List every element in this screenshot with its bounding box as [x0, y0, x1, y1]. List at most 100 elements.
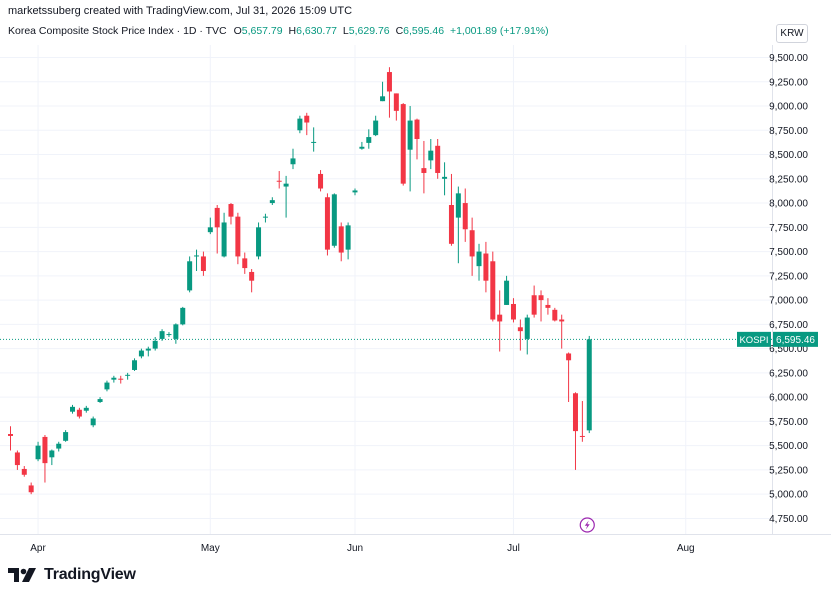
candle — [104, 380, 110, 392]
candle — [214, 205, 220, 254]
candle-body — [318, 173, 324, 189]
candle-body — [400, 104, 406, 184]
lightning-icon — [584, 520, 590, 530]
price-tick-label: 6,500.00 — [769, 344, 808, 355]
price-tick-label: 5,500.00 — [769, 441, 808, 452]
candle-body — [373, 120, 379, 136]
candle-body — [159, 331, 165, 339]
candle — [221, 212, 227, 258]
candle-body — [517, 327, 523, 332]
candle-body — [35, 445, 41, 460]
candle — [352, 188, 358, 196]
candle — [118, 375, 124, 384]
candle — [90, 416, 96, 428]
price-tag-value: 6,595.46 — [776, 335, 815, 346]
candle-body — [42, 436, 48, 464]
candle — [324, 193, 330, 256]
candle-body — [180, 307, 186, 325]
candle — [386, 67, 392, 118]
candlestick-chart[interactable]: 9,500.00 9,250.00 9,000.00 8,750.00 8,500.00… — [0, 45, 831, 565]
candle-body — [311, 141, 317, 143]
candle — [152, 336, 158, 351]
candle-body — [566, 353, 572, 361]
candle-body — [497, 314, 503, 322]
candle — [504, 275, 510, 305]
time-tick-label: Apr — [30, 543, 46, 554]
time-tick-label: May — [201, 543, 220, 554]
candle — [442, 162, 448, 196]
candle — [297, 115, 303, 134]
open-label: O — [233, 25, 242, 37]
candle-body — [145, 348, 151, 351]
candle-body — [559, 319, 565, 322]
candle — [531, 285, 537, 318]
candle-body — [435, 145, 441, 173]
open-value: 5,657.79 — [241, 25, 283, 37]
candle — [559, 314, 565, 349]
candle — [448, 173, 454, 246]
candle-body — [393, 93, 399, 111]
candle — [70, 404, 76, 414]
candle — [111, 375, 117, 383]
candle-body — [304, 115, 310, 123]
candle — [235, 212, 241, 265]
candle-body — [200, 256, 206, 271]
price-tick-label: 5,250.00 — [769, 465, 808, 476]
candle — [572, 392, 578, 470]
time-tick-label: Jun — [347, 543, 363, 554]
candle-body — [269, 200, 275, 204]
candles-layer — [8, 67, 592, 495]
close-value: 6,595.46 — [403, 25, 445, 37]
time-axis[interactable]: Apr May Jun Jul Aug — [30, 543, 694, 554]
close-label: C — [395, 25, 404, 37]
candle-body — [76, 409, 82, 417]
candle-body — [235, 216, 241, 257]
tradingview-brand[interactable]: TradingView — [8, 566, 136, 584]
tradingview-logo-icon — [8, 568, 36, 582]
candle-body — [283, 183, 289, 187]
candle — [49, 449, 55, 466]
candle-body — [242, 258, 248, 269]
candle — [173, 323, 179, 344]
candle — [166, 332, 172, 337]
candle — [35, 441, 41, 462]
time-tick-label: Aug — [677, 543, 695, 554]
price-tag: KOSPI 6,595.46 — [0, 331, 818, 347]
candle — [138, 348, 144, 359]
candle — [400, 103, 406, 186]
candle — [249, 269, 255, 293]
candle — [510, 298, 516, 323]
event-marker[interactable] — [579, 517, 595, 533]
candle-body — [104, 382, 110, 390]
candle-body — [166, 334, 172, 336]
candle — [63, 430, 69, 442]
candle-body — [442, 176, 448, 179]
candle — [455, 186, 461, 264]
price-axis[interactable]: 9,500.00 9,250.00 9,000.00 8,750.00 8,500.00… — [769, 53, 808, 525]
candle-body — [504, 280, 510, 305]
candle-body — [90, 418, 96, 426]
price-tick-label: 5,750.00 — [769, 417, 808, 428]
candle-body — [366, 137, 372, 143]
low-value: 5,629.76 — [348, 25, 390, 37]
price-tick-label: 8,000.00 — [769, 199, 808, 210]
candle-body — [132, 360, 138, 370]
price-tick-label: 6,000.00 — [769, 393, 808, 404]
currency-button[interactable]: KRW — [776, 24, 808, 43]
candle-body — [276, 180, 282, 182]
candle — [269, 197, 275, 206]
candle-body — [70, 406, 76, 412]
candle-body — [8, 434, 13, 436]
candle — [180, 306, 186, 326]
candle-body — [138, 350, 144, 357]
chart-caption: marketssuberg created with TradingView.c… — [8, 5, 353, 17]
candle-body — [552, 309, 558, 321]
low-label: L — [342, 25, 349, 37]
candle-body — [483, 253, 489, 281]
candle-body — [21, 468, 27, 475]
price-tick-label: 5,000.00 — [769, 490, 808, 501]
candle-body — [324, 197, 330, 250]
candle — [517, 319, 523, 351]
candle-body — [97, 399, 103, 402]
candle — [586, 335, 592, 434]
